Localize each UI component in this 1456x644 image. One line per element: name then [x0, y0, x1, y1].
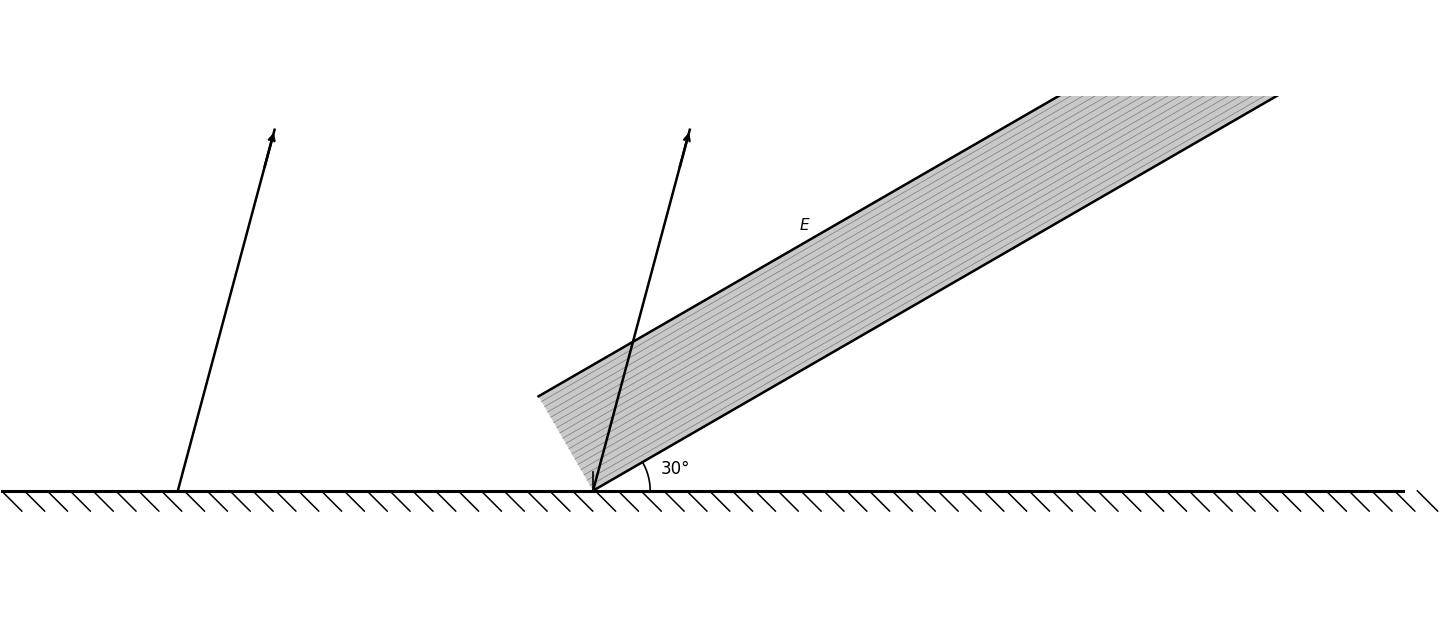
- Text: 30°: 30°: [661, 460, 690, 478]
- Text: E: E: [799, 218, 810, 232]
- Polygon shape: [539, 0, 1447, 491]
